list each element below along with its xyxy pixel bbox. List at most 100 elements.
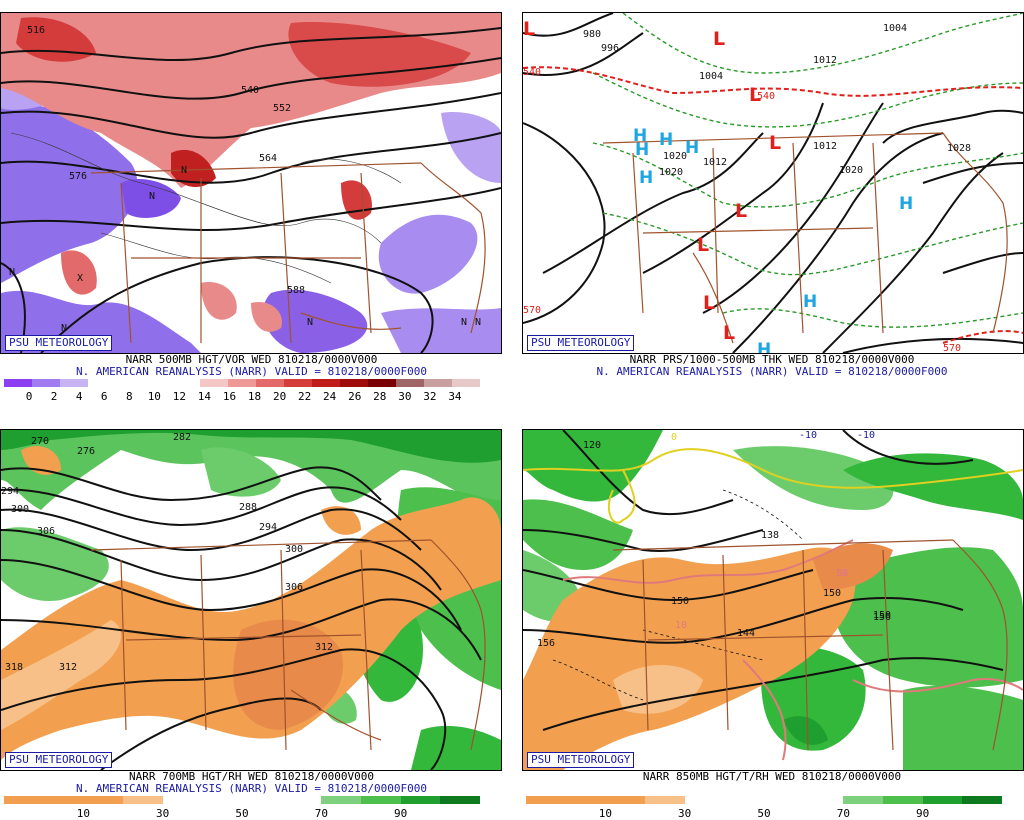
colorbar-swatch — [281, 796, 322, 804]
p3-contour-label: 276 — [77, 446, 95, 457]
colorbar-swatch — [312, 379, 340, 387]
colorbar-swatch — [123, 796, 163, 804]
p2-isobar-label: 1020 — [659, 167, 683, 178]
colorbar-tick-label: 90 — [916, 807, 930, 820]
p4-temp-label: 10 — [837, 568, 849, 579]
map-850mb: 120 138 150 150 150 156 156 144 10 10 10… — [522, 429, 1024, 771]
colorbar-swatch — [228, 379, 256, 387]
high-pressure-marker: H — [685, 138, 699, 158]
map-500mb-canvas: 516 540 552 564 576 588 N N N X N N N N — [1, 13, 501, 353]
panel-500mb-vorticity: 516 540 552 564 576 588 N N N X N N N N … — [0, 12, 503, 404]
psu-meteorology-badge: PSU METEOROLOGY — [527, 335, 635, 351]
colorbar-tick-label: 30 — [398, 390, 412, 403]
colorbar-swatch — [396, 379, 424, 387]
colorbar-swatch — [526, 796, 566, 804]
panel-sea-level-pressure-thickness: 980 996 1004 1004 1012 1012 1012 1020 10… — [522, 12, 1024, 404]
p4-contour-label: 138 — [761, 530, 779, 541]
p4-contour-label: 156 — [873, 612, 891, 623]
p1-contour-label: N — [475, 317, 481, 328]
p2-isobar-label: 1020 — [663, 151, 687, 162]
colorbar-swatch — [4, 379, 32, 387]
p3-contour-label: 294 — [1, 486, 19, 497]
p4-contour-label: 120 — [583, 440, 601, 451]
p1-contour-label: N — [149, 191, 155, 202]
p4-colorbar — [526, 796, 1003, 804]
colorbar-swatch — [724, 796, 765, 804]
high-pressure-marker: H — [635, 140, 649, 160]
low-pressure-marker: L — [735, 200, 747, 222]
colorbar-swatch — [684, 796, 725, 804]
p4-contour-label: 150 — [873, 610, 891, 621]
p1-contour-label: 576 — [69, 171, 87, 182]
psu-meteorology-badge: PSU METEOROLOGY — [5, 335, 113, 351]
colorbar-tick-label: 90 — [394, 807, 408, 820]
colorbar-swatch — [764, 796, 804, 804]
p3-contour-label: 288 — [239, 502, 257, 513]
p3-colorbar-ticks: 10 30 50 70 90 — [4, 807, 480, 820]
map-700mb-canvas: 270 276 282 288 294 294 300 300 306 306 … — [1, 430, 501, 770]
p2-isobar-label: 1012 — [703, 157, 727, 168]
p3-contour-label: 270 — [31, 436, 49, 447]
low-pressure-marker: L — [749, 84, 761, 106]
p4-temp-label: -10 — [857, 430, 875, 441]
p1-contour-label: N — [307, 317, 313, 328]
colorbar-swatch — [424, 379, 452, 387]
p1-contour-label: X — [77, 273, 83, 284]
low-pressure-marker: L — [713, 28, 725, 50]
colorbar-tick-label: 18 — [247, 390, 262, 403]
colorbar-tick-label: 22 — [298, 390, 312, 403]
colorbar-tick-label: 16 — [222, 390, 237, 403]
colorbar-tick-label: 50 — [235, 807, 249, 820]
colorbar-tick-label: 70 — [314, 807, 328, 820]
colorbar-swatch — [242, 796, 282, 804]
p4-contour-label: 156 — [537, 638, 555, 649]
p1-contour-label: 552 — [273, 103, 291, 114]
p2-thickness-label: 540 — [523, 67, 541, 78]
high-pressure-marker: H — [633, 126, 647, 146]
colorbar-swatch — [361, 796, 401, 804]
p2-thickness-label: 570 — [943, 343, 961, 353]
p2-isobar-label: 1028 — [947, 143, 971, 154]
p1-contour-label: N — [181, 165, 187, 176]
colorbar-swatch — [256, 379, 284, 387]
colorbar-tick-label: 10 — [598, 807, 612, 820]
colorbar-tick-label: 24 — [323, 390, 337, 403]
map-850mb-canvas: 120 138 150 150 150 156 156 144 10 10 10… — [523, 430, 1023, 770]
colorbar-tick-label: 8 — [125, 390, 133, 403]
psu-meteorology-badge: PSU METEOROLOGY — [527, 752, 635, 768]
colorbar-tick-label: 34 — [448, 390, 462, 403]
p1-contour-label: N — [9, 267, 15, 278]
low-pressure-marker: L — [523, 18, 535, 40]
p2-isobar-label: 1012 — [813, 141, 837, 152]
colorbar-swatch — [922, 796, 963, 804]
high-pressure-marker: H — [659, 130, 673, 150]
p3-caption-valid: N. AMERICAN REANALYSIS (NARR) VALID = 81… — [76, 782, 427, 795]
colorbar-swatch — [83, 796, 124, 804]
p4-colorbar-ticks: 10 30 50 70 90 — [526, 807, 1002, 820]
colorbar-swatch — [605, 796, 646, 804]
p3-contour-label: 294 — [259, 522, 277, 533]
p4-temp-label: 10 — [835, 568, 847, 579]
colorbar-swatch — [202, 796, 243, 804]
high-pressure-marker: H — [757, 340, 771, 353]
p3-contour-label: 318 — [5, 662, 23, 673]
colorbar-swatch — [565, 796, 606, 804]
p2-caption-valid: N. AMERICAN REANALYSIS (NARR) VALID = 81… — [596, 365, 948, 378]
colorbar-tick-label: 30 — [156, 807, 170, 820]
high-pressure-marker: H — [639, 168, 653, 188]
colorbar-tick-label: 4 — [75, 390, 83, 403]
colorbar-tick-label: 2 — [50, 390, 58, 403]
low-pressure-marker: L — [769, 132, 781, 154]
colorbar-swatch — [284, 379, 312, 387]
colorbar-swatch — [962, 796, 1003, 804]
p1-colorbar — [4, 379, 480, 387]
colorbar-swatch — [803, 796, 844, 804]
high-pressure-marker: H — [803, 292, 817, 312]
p3-contour-label: 300 — [11, 504, 29, 515]
p1-contour-label: N — [61, 323, 67, 334]
colorbar-tick-label: 10 — [76, 807, 90, 820]
p2-isobar-label: 1004 — [883, 23, 907, 34]
panel-700mb-humidity: 270 276 282 288 294 294 300 300 306 306 … — [0, 429, 503, 820]
colorbar-swatch — [162, 796, 203, 804]
psu-meteorology-badge: PSU METEOROLOGY — [5, 752, 113, 768]
